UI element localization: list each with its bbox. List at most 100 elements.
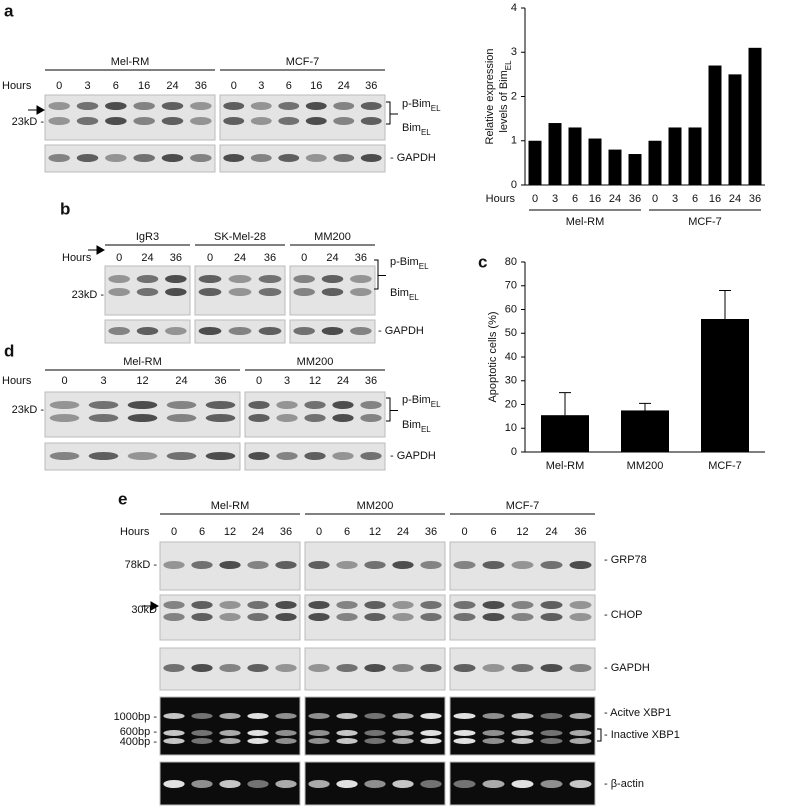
blot-band [453, 613, 476, 621]
bar [528, 140, 542, 185]
blot-band [420, 561, 442, 569]
band-label: BimEL [402, 419, 431, 434]
blot-band [332, 401, 354, 409]
blot-band [308, 601, 330, 609]
blot-band [275, 561, 297, 569]
bar [701, 319, 749, 452]
y-tick-label: 0 [511, 446, 517, 458]
blot-band [453, 780, 476, 788]
blot-band [247, 713, 269, 719]
blot-band [321, 288, 344, 296]
blot-band [275, 738, 297, 744]
blot-band [308, 713, 330, 719]
blot-band [569, 738, 592, 744]
blot-band [191, 664, 213, 672]
blot-band [136, 288, 159, 296]
bar [588, 138, 602, 185]
blot-band [275, 730, 297, 736]
group-label: Mel-RM [111, 56, 150, 68]
blot-band [258, 327, 282, 335]
error-bar [639, 402, 651, 411]
blot-band [540, 780, 563, 788]
blot-band [308, 780, 330, 788]
size-marker: 78kD - [125, 559, 158, 571]
blot-band [198, 288, 222, 296]
blot-band [275, 613, 297, 621]
group-label: MCF-7 [506, 500, 540, 512]
x-tick-label: 3 [672, 193, 678, 205]
hour-label: 36 [195, 80, 207, 92]
hour-label: 24 [338, 80, 350, 92]
blot-band [304, 401, 326, 409]
blot-band [163, 780, 185, 788]
blot-band [250, 154, 272, 162]
hour-label: 6 [490, 526, 496, 538]
blot-band [191, 613, 213, 621]
blot-band [364, 613, 386, 621]
blot-band [569, 664, 592, 672]
blot-strip [304, 696, 446, 756]
blot-band [336, 664, 358, 672]
blot-band [163, 730, 185, 736]
group-label: MM200 [314, 231, 351, 243]
loading-label: - Inactive XBP1 [604, 729, 680, 741]
blot-band [420, 780, 442, 788]
hour-label: 0 [316, 526, 322, 538]
blot-band [333, 102, 355, 110]
blot-band [453, 738, 476, 744]
bracket [386, 101, 398, 125]
blot-strip [449, 696, 596, 756]
loading-label: - GAPDH [390, 450, 436, 462]
band-label: BimEL [402, 122, 431, 137]
blot-band [278, 102, 300, 110]
blot-band [364, 601, 386, 609]
y-tick-label: 4 [511, 2, 517, 14]
hour-label: 0 [61, 375, 67, 387]
blot-band [276, 401, 298, 409]
y-tick-label: 70 [505, 280, 517, 292]
blot-band [482, 780, 505, 788]
blot-band [278, 154, 300, 162]
blot-band [228, 275, 252, 283]
bracket [597, 728, 602, 742]
blot-band [364, 780, 386, 788]
blot-band [166, 401, 197, 409]
group-label: MCF-7 [286, 56, 320, 68]
hour-label: 36 [280, 526, 292, 538]
blot-band [205, 401, 236, 409]
hour-label: 36 [264, 252, 276, 264]
blot-band [336, 613, 358, 621]
blot-band [161, 154, 184, 162]
group-label: MM200 [297, 356, 334, 368]
blot-band [392, 738, 414, 744]
size-marker: 600bp - [120, 726, 158, 738]
bar [608, 149, 622, 185]
blot-band [205, 414, 236, 422]
blot-band [223, 102, 245, 110]
hour-label: 6 [113, 80, 119, 92]
blot-band [247, 613, 269, 621]
blot-band [420, 713, 442, 719]
blot-band [420, 730, 442, 736]
blot-band [258, 275, 282, 283]
blot-band [511, 780, 534, 788]
hour-label: 36 [425, 526, 437, 538]
blot-band [482, 713, 505, 719]
y-tick-label: 1 [511, 135, 517, 147]
blot-band [511, 664, 534, 672]
blot-band [293, 327, 315, 335]
bar [708, 65, 722, 185]
band-label: levels of BimEL [498, 60, 513, 133]
error-bar [719, 290, 731, 319]
arrow [142, 601, 160, 611]
blot-band [364, 561, 386, 569]
size-marker: 23kD - [12, 116, 45, 128]
blot-band [191, 713, 213, 719]
blot-band [88, 414, 119, 422]
blot-band [569, 613, 592, 621]
size-marker: 1000bp - [114, 711, 158, 723]
hour-label: 16 [138, 80, 150, 92]
x-tick-label: 0 [532, 193, 538, 205]
blot-band [133, 154, 155, 162]
